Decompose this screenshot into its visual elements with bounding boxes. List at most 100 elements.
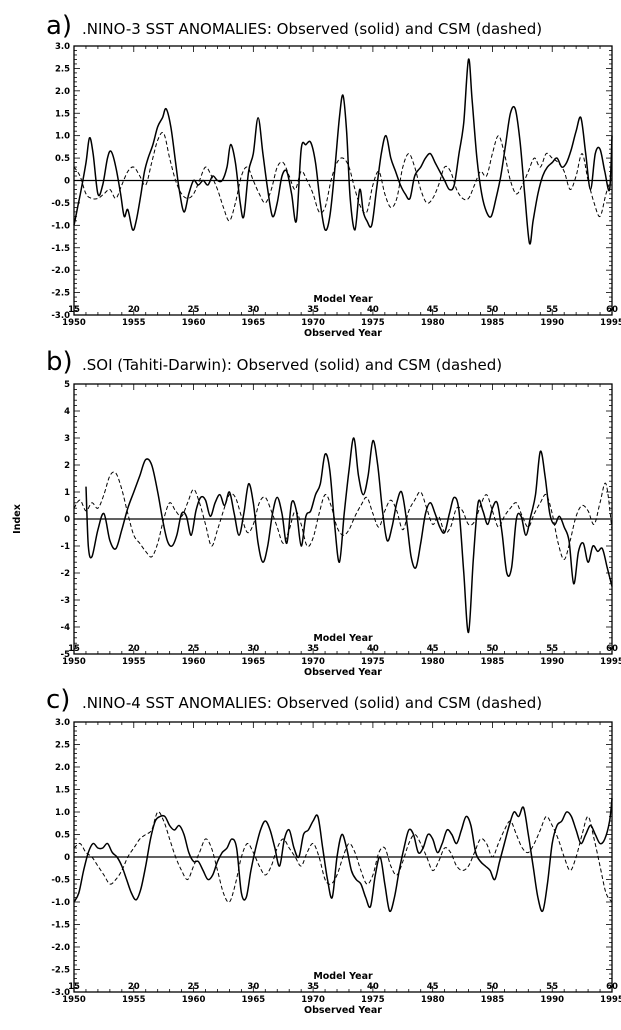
y-tick-label: -2.0 bbox=[51, 943, 70, 953]
model-year-tick-label: 15 bbox=[68, 305, 80, 315]
x-tick-label: 1960 bbox=[182, 657, 206, 667]
model-year-label: Model Year bbox=[313, 294, 373, 305]
model-year-tick-label: 15 bbox=[68, 644, 80, 654]
y-axis-label: Index bbox=[12, 504, 23, 534]
x-tick-label: 1980 bbox=[421, 318, 445, 328]
x-tick-label: 1995 bbox=[600, 995, 621, 1005]
model-year-tick-label: 30 bbox=[247, 982, 259, 992]
x-tick-label: 1955 bbox=[122, 657, 146, 667]
model-year-tick-label: 60 bbox=[606, 644, 618, 654]
model-year-tick-label: 35 bbox=[307, 982, 319, 992]
model-year-tick-label: 50 bbox=[487, 982, 499, 992]
series-line-observed bbox=[85, 437, 613, 634]
x-tick-label: 1970 bbox=[301, 657, 325, 667]
x-tick-label: 1985 bbox=[481, 318, 505, 328]
series-line-observed bbox=[73, 798, 613, 913]
model-year-tick-label: 20 bbox=[128, 305, 140, 315]
model-year-tick-label: 50 bbox=[487, 644, 499, 654]
model-year-tick-label: 60 bbox=[606, 305, 618, 315]
x-tick-label: 1995 bbox=[600, 657, 621, 667]
x-tick-label: 1955 bbox=[122, 995, 146, 1005]
series-line-csm bbox=[73, 132, 613, 222]
x-tick-label: 1990 bbox=[540, 995, 564, 1005]
y-tick-label: 1 bbox=[64, 488, 70, 498]
y-tick-label: -3.0 bbox=[51, 988, 70, 998]
x-tick-label: 1985 bbox=[481, 657, 505, 667]
x-tick-label: 1970 bbox=[301, 318, 325, 328]
y-tick-label: 4 bbox=[64, 407, 70, 417]
x-tick-label: 1960 bbox=[182, 995, 206, 1005]
x-axis-label: Observed Year bbox=[304, 667, 382, 678]
model-year-tick-label: 25 bbox=[188, 305, 200, 315]
y-tick-label: 5 bbox=[64, 380, 70, 390]
x-tick-label: 1975 bbox=[361, 318, 385, 328]
y-tick-label: 1.5 bbox=[55, 786, 70, 796]
y-tick-label: -5 bbox=[61, 650, 71, 660]
y-tick-label: -1.5 bbox=[51, 921, 70, 931]
panel-label: b) bbox=[46, 347, 73, 377]
x-tick-label: 1960 bbox=[182, 318, 206, 328]
y-tick-label: -0.5 bbox=[51, 199, 70, 209]
model-year-tick-label: 50 bbox=[487, 305, 499, 315]
model-year-tick-label: 45 bbox=[427, 644, 439, 654]
x-tick-label: 1980 bbox=[421, 657, 445, 667]
panel-3: c) .NINO-4 SST ANOMALIES: Observed (solid… bbox=[46, 685, 621, 1016]
series-line-csm bbox=[73, 471, 613, 560]
y-tick-label: -1.0 bbox=[51, 898, 70, 908]
y-tick-label: 0.5 bbox=[55, 831, 70, 841]
y-tick-label: 2.0 bbox=[55, 87, 70, 97]
model-year-tick-label: 55 bbox=[546, 644, 558, 654]
model-year-tick-label: 40 bbox=[367, 982, 379, 992]
y-tick-label: 3 bbox=[64, 434, 70, 444]
y-tick-label: -2 bbox=[61, 569, 71, 579]
x-tick-label: 1965 bbox=[241, 657, 265, 667]
x-axis-label: Observed Year bbox=[304, 328, 382, 339]
x-tick-label: 1995 bbox=[600, 318, 621, 328]
chart-title: .NINO-4 SST ANOMALIES: Observed (solid) … bbox=[82, 694, 542, 712]
panel-label: c) bbox=[46, 685, 70, 715]
panel-2: b) .SOI (Tahiti-Darwin): Observed (solid)… bbox=[12, 347, 621, 678]
model-year-tick-label: 45 bbox=[427, 982, 439, 992]
series-line-csm bbox=[73, 811, 613, 903]
model-year-label: Model Year bbox=[313, 633, 373, 644]
model-year-tick-label: 55 bbox=[546, 982, 558, 992]
y-tick-label: 2.5 bbox=[55, 741, 70, 751]
y-tick-label: -2.5 bbox=[51, 289, 70, 299]
y-tick-label: -3 bbox=[61, 596, 71, 606]
model-year-label: Model Year bbox=[313, 971, 373, 982]
model-year-tick-label: 35 bbox=[307, 644, 319, 654]
y-tick-label: 2.5 bbox=[55, 64, 70, 74]
x-tick-label: 1950 bbox=[62, 318, 86, 328]
model-year-tick-label: 15 bbox=[68, 982, 80, 992]
model-year-tick-label: 30 bbox=[247, 644, 259, 654]
y-tick-label: -1 bbox=[61, 542, 71, 552]
x-tick-label: 1965 bbox=[241, 995, 265, 1005]
y-tick-label: 3.0 bbox=[55, 42, 70, 52]
chart-title: .SOI (Tahiti-Darwin): Observed (solid) a… bbox=[82, 356, 502, 374]
model-year-tick-label: 40 bbox=[367, 644, 379, 654]
y-tick-label: 1.5 bbox=[55, 109, 70, 119]
y-tick-label: 3.0 bbox=[55, 718, 70, 728]
x-tick-label: 1965 bbox=[241, 318, 265, 328]
model-year-tick-label: 30 bbox=[247, 305, 259, 315]
x-tick-label: 1950 bbox=[62, 657, 86, 667]
y-tick-label: -2.0 bbox=[51, 266, 70, 276]
x-tick-label: 1990 bbox=[540, 318, 564, 328]
y-tick-label: 0 bbox=[64, 177, 70, 187]
y-tick-label: -1.0 bbox=[51, 221, 70, 231]
y-tick-label: -1.5 bbox=[51, 244, 70, 254]
model-year-tick-label: 40 bbox=[367, 305, 379, 315]
y-tick-label: -4 bbox=[61, 623, 71, 633]
y-tick-label: 2 bbox=[64, 461, 70, 471]
model-year-tick-label: 25 bbox=[188, 982, 200, 992]
x-tick-label: 1950 bbox=[62, 995, 86, 1005]
model-year-tick-label: 20 bbox=[128, 982, 140, 992]
x-tick-label: 1980 bbox=[421, 995, 445, 1005]
y-tick-label: 0 bbox=[64, 515, 70, 525]
chart-title: .NINO-3 SST ANOMALIES: Observed (solid) … bbox=[82, 20, 542, 38]
y-tick-label: -2.5 bbox=[51, 966, 70, 976]
x-tick-label: 1975 bbox=[361, 995, 385, 1005]
x-tick-label: 1985 bbox=[481, 995, 505, 1005]
